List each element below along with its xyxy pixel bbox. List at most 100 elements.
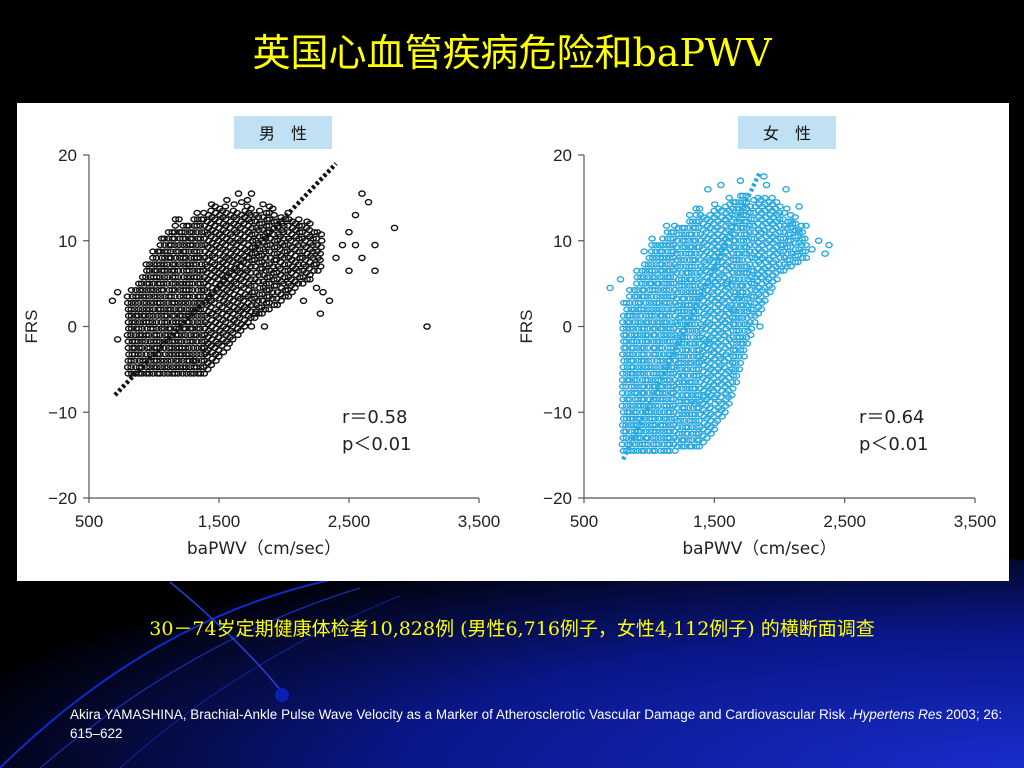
male-data-point xyxy=(142,331,151,339)
female-y-tick-label: 0 xyxy=(563,318,572,337)
female-data-point xyxy=(691,237,700,244)
female-data-point xyxy=(637,331,646,339)
female-data-point xyxy=(663,319,671,326)
female-data-point xyxy=(644,344,652,352)
male-data-point xyxy=(196,274,204,281)
slide-title: 英国心血管疾病危险和baPWV xyxy=(252,31,772,75)
female-data-point xyxy=(662,254,671,262)
male-data-point xyxy=(160,338,169,345)
male-data-point xyxy=(124,325,133,332)
male-outlier-point xyxy=(351,211,360,219)
male-data-point xyxy=(262,261,270,268)
female-data-point xyxy=(739,346,748,354)
male-data-point xyxy=(280,235,288,242)
female-data-point xyxy=(691,321,700,328)
female-data-point xyxy=(731,359,740,367)
male-data-point xyxy=(185,229,194,236)
male-data-point xyxy=(142,306,151,313)
female-data-point xyxy=(685,372,693,379)
female-data-point xyxy=(618,389,627,397)
female-data-point xyxy=(626,415,635,422)
male-outlier-point xyxy=(351,241,360,249)
male-data-point xyxy=(174,248,183,255)
female-data-point xyxy=(673,346,681,354)
male-data-point xyxy=(138,325,146,332)
female-data-point xyxy=(681,282,689,289)
male-data-point xyxy=(193,241,201,249)
female-data-point xyxy=(656,319,664,326)
female-outlier-point xyxy=(736,177,745,185)
male-data-point xyxy=(277,297,285,304)
male-data-point xyxy=(316,263,325,270)
female-data-point xyxy=(652,293,661,300)
male-data-point xyxy=(254,214,263,221)
male-outlier-point xyxy=(338,241,347,249)
female-data-point xyxy=(667,319,676,326)
female-data-point xyxy=(746,261,754,268)
female-outlier-point xyxy=(795,203,803,210)
female-data-point xyxy=(633,376,641,384)
male-outlier-point xyxy=(371,241,379,249)
female-outlier-point xyxy=(717,181,725,189)
male-data-point xyxy=(153,312,161,319)
female-outlier-point xyxy=(782,186,790,193)
female-data-point xyxy=(659,415,668,422)
male-data-point xyxy=(247,269,255,277)
female-data-point xyxy=(648,306,656,313)
female-y-tick-label: −10 xyxy=(543,403,572,422)
female-data-point xyxy=(713,417,722,424)
female-data-point xyxy=(644,306,652,313)
female-data-point xyxy=(662,286,671,294)
female-data-point xyxy=(656,331,664,339)
female-data-point xyxy=(685,289,694,296)
female-data-point xyxy=(666,280,675,287)
female-data-point xyxy=(645,299,654,307)
female-data-point xyxy=(684,424,692,431)
female-data-point xyxy=(666,402,674,409)
female-data-point xyxy=(692,353,701,360)
male-data-point xyxy=(310,229,319,236)
male-data-point xyxy=(189,229,197,236)
male-data-point xyxy=(130,357,139,364)
female-data-point xyxy=(651,312,660,319)
female-data-point xyxy=(659,235,667,242)
male-data-point xyxy=(261,248,270,255)
male-data-point xyxy=(196,325,204,332)
female-data-point xyxy=(677,250,685,257)
female-data-point xyxy=(630,319,639,326)
male-data-point xyxy=(294,280,303,287)
female-data-point xyxy=(630,338,638,345)
female-data-point xyxy=(684,430,692,437)
female-data-point xyxy=(678,385,686,392)
female-data-point xyxy=(750,319,759,326)
male-data-point xyxy=(179,364,187,371)
male-data-point xyxy=(156,306,165,313)
male-data-point xyxy=(255,304,263,311)
female-data-point xyxy=(740,276,748,283)
male-data-point xyxy=(164,274,172,281)
male-data-point xyxy=(163,261,172,268)
female-data-point xyxy=(735,334,744,341)
female-data-point xyxy=(640,293,649,300)
female-data-point xyxy=(746,203,755,210)
female-data-point xyxy=(707,430,715,437)
male-data-point xyxy=(255,259,263,266)
female-data-point xyxy=(659,267,667,274)
male-data-point xyxy=(156,299,165,307)
female-data-point xyxy=(735,327,743,334)
female-data-point xyxy=(618,383,627,390)
male-data-point xyxy=(197,338,206,345)
male-data-point xyxy=(281,293,289,300)
male-x-tick-label: 1,500 xyxy=(198,512,241,531)
male-data-point xyxy=(160,235,168,242)
female-data-point xyxy=(691,385,700,392)
female-outlier-point xyxy=(704,340,712,347)
female-data-point xyxy=(637,344,645,352)
female-data-point xyxy=(732,372,741,379)
female-data-point xyxy=(644,389,653,397)
female-data-point xyxy=(623,306,631,313)
female-data-point xyxy=(641,319,650,326)
male-data-point xyxy=(280,261,289,268)
female-data-point xyxy=(688,263,696,270)
